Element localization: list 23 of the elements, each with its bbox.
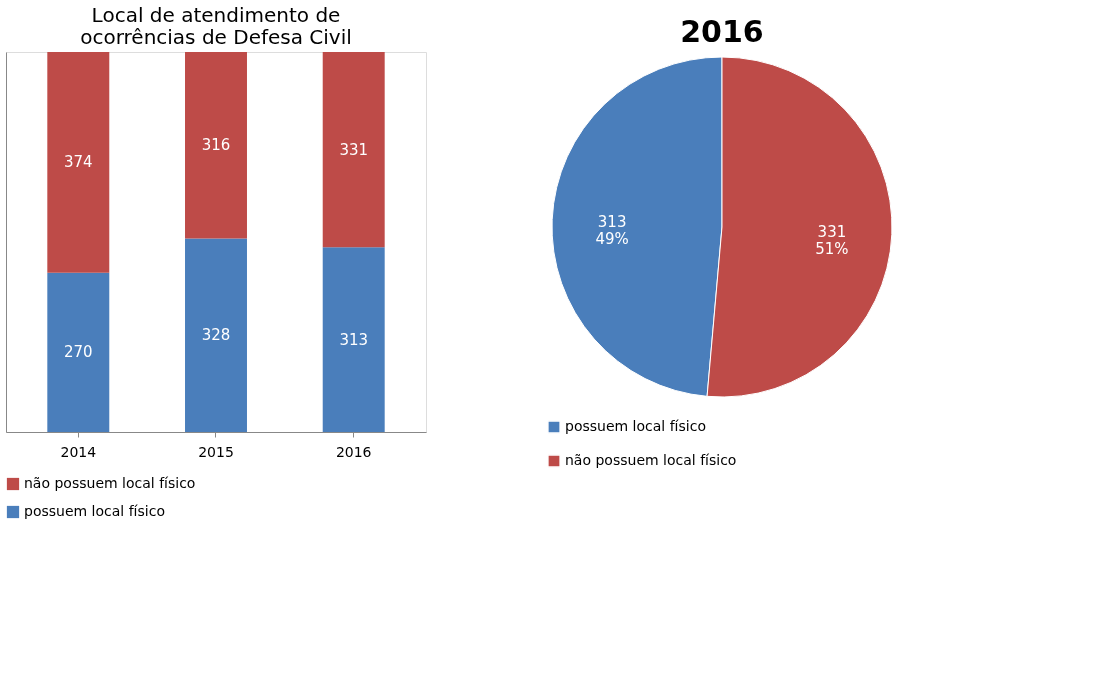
data-label: 316 — [201, 136, 231, 155]
data-label: 331 51% — [815, 222, 849, 258]
chart-title: Local de atendimento de ocorrências de Defesa Civil — [80, 3, 352, 49]
legend-label: possuem local físico — [565, 418, 706, 434]
bar — [47, 52, 110, 273]
bar — [185, 52, 247, 239]
legend-label: possuem local físico — [24, 503, 165, 519]
x-tick-label: 2016 — [335, 443, 372, 460]
x-tick-label: 2015 — [198, 443, 234, 460]
data-label: 270 — [63, 343, 93, 362]
data-label: 374 — [63, 153, 93, 172]
legend-label: não possuem local físico — [565, 452, 737, 468]
bar — [322, 52, 385, 248]
data-label: 328 — [201, 326, 231, 345]
data-label: 313 49% — [595, 213, 629, 249]
data-label: 313 — [339, 330, 369, 349]
data-label: 331 — [339, 140, 369, 159]
legend-label: não possuem local físico — [24, 475, 196, 491]
chart-title: 2016 — [680, 14, 764, 49]
bar — [185, 238, 247, 432]
bar — [47, 272, 110, 432]
bar — [322, 247, 385, 432]
x-tick-label: 2014 — [60, 443, 97, 460]
